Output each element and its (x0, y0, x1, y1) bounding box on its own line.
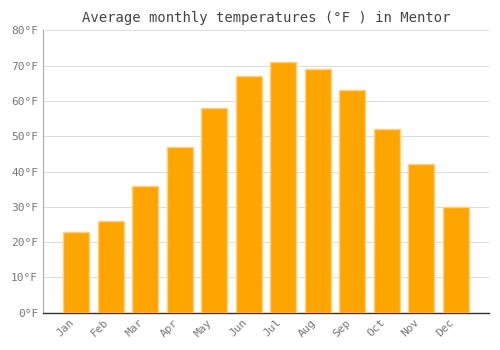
Bar (339, 90, 365, 313)
Bar (98, 221, 124, 313)
Title: Average monthly temperatures (°F ) in Mentor: Average monthly temperatures (°F ) in Me… (82, 11, 450, 25)
Bar (236, 76, 262, 313)
Bar (201, 108, 227, 313)
Bar (166, 147, 192, 313)
Bar (270, 62, 296, 313)
Bar (132, 186, 158, 313)
Bar (374, 129, 400, 313)
Bar (304, 69, 330, 313)
Bar (63, 231, 89, 313)
Bar (408, 164, 434, 313)
Bar (442, 207, 468, 313)
